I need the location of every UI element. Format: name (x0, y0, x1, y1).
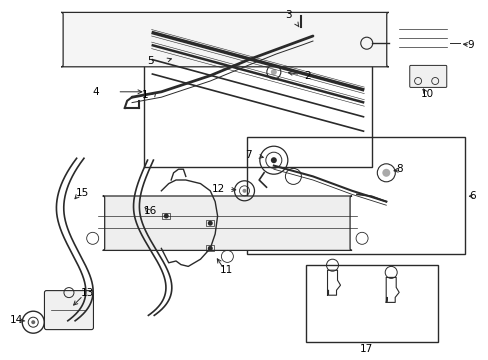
Bar (144, 14, 371, 167)
Text: 2: 2 (304, 71, 310, 81)
FancyBboxPatch shape (409, 66, 446, 87)
Text: 5: 5 (147, 56, 154, 66)
Text: 17: 17 (359, 344, 373, 354)
Bar (305, 265, 437, 342)
Text: 13: 13 (81, 288, 94, 298)
Text: 14: 14 (10, 315, 23, 325)
Text: 1: 1 (142, 90, 148, 100)
FancyBboxPatch shape (61, 12, 388, 67)
Text: 16: 16 (144, 206, 157, 216)
Circle shape (242, 189, 246, 193)
Circle shape (31, 320, 35, 324)
Circle shape (296, 32, 304, 40)
Bar (246, 137, 464, 254)
FancyBboxPatch shape (102, 196, 351, 251)
Circle shape (270, 157, 276, 163)
Text: 6: 6 (468, 191, 475, 201)
Circle shape (163, 213, 168, 219)
Text: 12: 12 (211, 184, 224, 194)
Circle shape (207, 221, 212, 226)
Text: 7: 7 (244, 150, 251, 160)
Text: 10: 10 (420, 89, 433, 99)
Text: 4: 4 (92, 87, 99, 97)
Text: 3: 3 (285, 10, 291, 20)
Text: 8: 8 (395, 164, 402, 174)
Bar (162, 213, 170, 219)
FancyBboxPatch shape (44, 291, 93, 330)
Text: 9: 9 (466, 40, 473, 50)
Circle shape (270, 69, 276, 75)
Circle shape (207, 246, 212, 251)
Text: 15: 15 (76, 188, 89, 198)
Text: 11: 11 (220, 265, 233, 275)
Circle shape (382, 169, 389, 177)
Bar (206, 220, 214, 226)
Bar (206, 246, 214, 251)
